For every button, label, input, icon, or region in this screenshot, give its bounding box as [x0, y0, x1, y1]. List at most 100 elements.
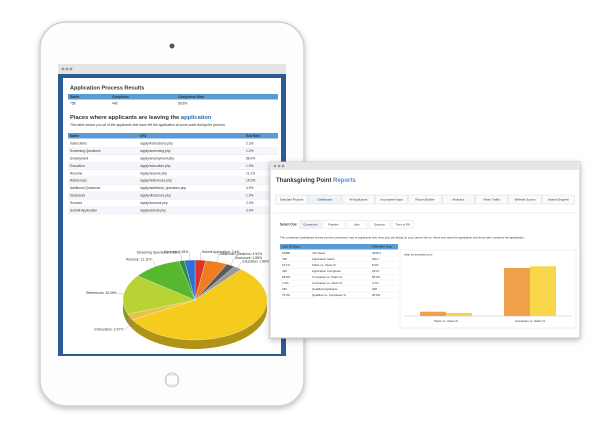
- table-cell: Qualified vs. Completes %: [312, 293, 346, 297]
- subnav-label: Sources: [374, 222, 385, 226]
- table-row-bg: [68, 177, 278, 185]
- table-cell: 4.7%: [372, 281, 379, 285]
- nav-tab-label: All Applicants: [349, 197, 367, 201]
- title-highlight: Reports: [333, 178, 356, 184]
- table-cell: Screening Questions: [70, 149, 101, 153]
- table-cell: 75.3%: [282, 293, 291, 297]
- window-bar: [270, 162, 580, 170]
- table-cell: 758: [70, 101, 76, 105]
- table-cell: Completes vs. Views %: [312, 281, 343, 285]
- table-cell: 336: [282, 287, 287, 291]
- pie-label: Disclosure: 1.88%: [235, 256, 262, 260]
- pie-leader: [180, 252, 182, 261]
- table-cell: /apply/employment.php: [140, 156, 174, 160]
- nav-tab[interactable]: [508, 194, 542, 205]
- window-description: The conversion dashboard shows you the c…: [280, 235, 525, 239]
- window-content: Standard Reports Dashboard All Applicants I…: [275, 194, 575, 323]
- home-button[interactable]: [164, 372, 180, 388]
- subnav-tab[interactable]: [368, 220, 391, 229]
- subnav-label: Select One:: [280, 222, 298, 226]
- pie-label: References: 16.05%: [86, 291, 117, 295]
- table-cell: 4945.3: [372, 251, 381, 255]
- nav-tab[interactable]: [308, 194, 342, 205]
- table-row-bg: [68, 162, 278, 170]
- subnav-tab[interactable]: [322, 220, 345, 229]
- pie-label: Education: 1.88%: [242, 259, 269, 263]
- table-cell: Application Starts: [312, 257, 335, 261]
- heading-text: Places where applicants are leaving the: [70, 115, 180, 121]
- table-cell: 90.0%: [372, 293, 381, 297]
- window-dot: [65, 67, 69, 71]
- pie-slice: [122, 275, 196, 315]
- table-row-bg: [68, 206, 278, 214]
- x-tick-label: Starts vs. Views %: [434, 319, 458, 323]
- nav-tab-label: Visitor Traffic: [483, 197, 501, 201]
- nav-tab-label: Report Builder: [415, 197, 434, 201]
- table-cell: /apply/screening.php: [140, 149, 171, 153]
- nav-tab-label: Incomplete Apps: [381, 197, 404, 201]
- nav-tab-label: Dashboard: [318, 197, 333, 201]
- table-header: [68, 133, 278, 139]
- pie-leader: [152, 259, 157, 267]
- subnav-tab[interactable]: [391, 220, 414, 229]
- nav-tab-label: Search Engines: [548, 197, 570, 201]
- nav-tab[interactable]: [541, 194, 575, 205]
- tablet-camera: [169, 43, 175, 49]
- table-header-cell: Exit Rate: [246, 134, 260, 138]
- nav-tab[interactable]: [408, 194, 442, 205]
- chart-credit: chart by amcharts.com: [404, 253, 433, 257]
- subnav-label: Conversion: [303, 222, 318, 226]
- nav-tab-label: Website Source: [514, 197, 535, 201]
- window-dot: [281, 164, 285, 168]
- home-button-icon: [166, 374, 178, 386]
- table-cell: 231.0: [372, 269, 380, 273]
- subnav-label: Pipeline: [328, 222, 339, 226]
- window-dot: [69, 67, 73, 71]
- table-cell: 4.9%: [246, 186, 254, 190]
- subnav-tab[interactable]: [345, 220, 368, 229]
- table-header-cell: URL: [140, 134, 147, 138]
- table-cell: /apply/resume.php: [140, 171, 167, 175]
- pie-leader: [117, 292, 124, 295]
- table-cell: References: [70, 179, 87, 183]
- nav-tab-label: Standard Reports: [280, 197, 304, 201]
- table-cell: 1.9%: [246, 164, 254, 168]
- table-cell: 1.2%: [246, 149, 254, 153]
- table-header: [280, 244, 398, 250]
- x-tick-label: Completes vs. Starts %: [515, 319, 545, 323]
- table-cell: Employment: [70, 156, 88, 160]
- bar: [446, 313, 472, 316]
- table-cell: /apply/references.php: [140, 179, 172, 183]
- window-title: Thanksgiving Point Reports: [276, 178, 356, 184]
- table-cell: Job Views: [312, 251, 326, 255]
- table-cell: /apply/education.php: [140, 164, 171, 168]
- table-header-cell: Completes: [112, 95, 129, 99]
- nav-tab[interactable]: [275, 194, 309, 205]
- title-text: Thanksgiving Point: [276, 178, 331, 184]
- section-description: This table shows you all of the applican…: [70, 123, 226, 127]
- table-cell: 208: [372, 287, 377, 291]
- table-header-cell: Name: [70, 134, 79, 138]
- table-cell: 2.4%: [246, 208, 254, 212]
- pie-label: Submit Application: 2.4%: [202, 250, 240, 254]
- table-cell: Qualified Applicants: [312, 287, 338, 291]
- table-header-cell: Completion Rate: [178, 95, 204, 99]
- table-cell: 58.2%: [372, 275, 381, 279]
- window-dot: [273, 164, 277, 168]
- table-cell: 18685: [282, 251, 290, 255]
- pie-leader: [237, 261, 242, 268]
- table-cell: /apply/submit.php: [140, 208, 166, 212]
- subnav-label: Jobs: [353, 222, 360, 226]
- table-cell: 1.9%: [246, 193, 254, 197]
- nav-tab[interactable]: [375, 194, 409, 205]
- nav-tab[interactable]: [441, 194, 475, 205]
- subnav-tab[interactable]: [299, 220, 322, 229]
- table-cell: /apply/instructions.php: [140, 142, 173, 146]
- table-cell: /apply/disclosure.php: [140, 193, 171, 197]
- table-cell: 58.8%: [178, 101, 187, 105]
- pie-label: Sources: 2.35%: [164, 250, 188, 254]
- table-cell: 15.1%: [282, 263, 291, 267]
- nav-tab[interactable]: [475, 194, 509, 205]
- table-header: [68, 94, 278, 100]
- nav-tab[interactable]: [341, 194, 375, 205]
